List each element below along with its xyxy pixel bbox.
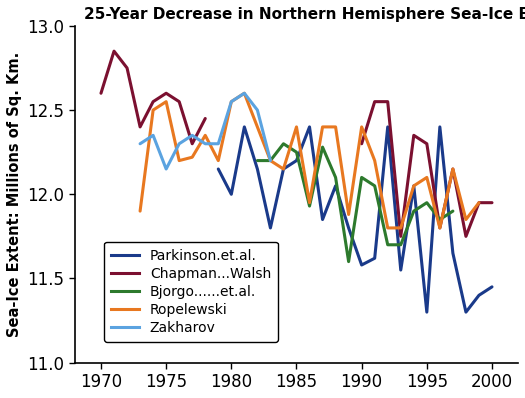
Parkinson.et.al. bbox=[319, 217, 326, 222]
Parkinson.et.al. bbox=[397, 267, 404, 272]
Chapman...Walsh bbox=[176, 99, 182, 104]
Y-axis label: Sea-Ice Extent: Millions of Sq. Km.: Sea-Ice Extent: Millions of Sq. Km. bbox=[7, 52, 22, 337]
Line: Chapman...Walsh: Chapman...Walsh bbox=[101, 51, 205, 144]
Bjorgo......et.al. bbox=[385, 242, 391, 247]
Bjorgo......et.al. bbox=[319, 145, 326, 150]
Parkinson.et.al. bbox=[372, 256, 378, 261]
Parkinson.et.al. bbox=[424, 310, 430, 314]
Chapman...Walsh bbox=[137, 125, 143, 129]
Parkinson.et.al. bbox=[463, 310, 469, 314]
Bjorgo......et.al. bbox=[359, 175, 365, 180]
Parkinson.et.al. bbox=[411, 183, 417, 188]
Bjorgo......et.al. bbox=[345, 259, 352, 264]
Line: Bjorgo......et.al.: Bjorgo......et.al. bbox=[257, 144, 453, 261]
Chapman...Walsh bbox=[163, 91, 169, 96]
Bjorgo......et.al. bbox=[397, 242, 404, 247]
Parkinson.et.al. bbox=[385, 125, 391, 129]
Parkinson.et.al. bbox=[293, 158, 300, 163]
Parkinson.et.al. bbox=[476, 293, 482, 298]
Chapman...Walsh bbox=[111, 49, 117, 54]
Text: 25-Year Decrease in Northern Hemisphere Sea-Ice Extent: 25-Year Decrease in Northern Hemisphere … bbox=[84, 7, 525, 22]
Bjorgo......et.al. bbox=[254, 158, 260, 163]
Bjorgo......et.al. bbox=[450, 209, 456, 213]
Line: Parkinson.et.al.: Parkinson.et.al. bbox=[218, 127, 492, 312]
Parkinson.et.al. bbox=[280, 167, 287, 172]
Bjorgo......et.al. bbox=[267, 158, 274, 163]
Chapman...Walsh bbox=[202, 116, 208, 121]
Bjorgo......et.al. bbox=[372, 183, 378, 188]
Chapman...Walsh bbox=[124, 66, 130, 70]
Bjorgo......et.al. bbox=[307, 204, 313, 209]
Bjorgo......et.al. bbox=[280, 141, 287, 146]
Legend: Parkinson.et.al., Chapman...Walsh, Bjorgo......et.al., Ropelewski, Zakharov: Parkinson.et.al., Chapman...Walsh, Bjorg… bbox=[104, 242, 278, 342]
Bjorgo......et.al. bbox=[424, 200, 430, 205]
Bjorgo......et.al. bbox=[332, 175, 339, 180]
Chapman...Walsh bbox=[98, 91, 104, 96]
Parkinson.et.al. bbox=[359, 263, 365, 267]
Parkinson.et.al. bbox=[267, 226, 274, 230]
Parkinson.et.al. bbox=[437, 125, 443, 129]
Parkinson.et.al. bbox=[228, 192, 235, 197]
Parkinson.et.al. bbox=[307, 125, 313, 129]
Parkinson.et.al. bbox=[215, 167, 222, 172]
Bjorgo......et.al. bbox=[437, 217, 443, 222]
Chapman...Walsh bbox=[189, 141, 195, 146]
Parkinson.et.al. bbox=[332, 183, 339, 188]
Parkinson.et.al. bbox=[450, 251, 456, 256]
Parkinson.et.al. bbox=[241, 125, 247, 129]
Bjorgo......et.al. bbox=[293, 150, 300, 154]
Parkinson.et.al. bbox=[254, 167, 260, 172]
Chapman...Walsh bbox=[150, 99, 156, 104]
Parkinson.et.al. bbox=[489, 285, 495, 289]
Bjorgo......et.al. bbox=[411, 209, 417, 213]
Parkinson.et.al. bbox=[345, 226, 352, 230]
